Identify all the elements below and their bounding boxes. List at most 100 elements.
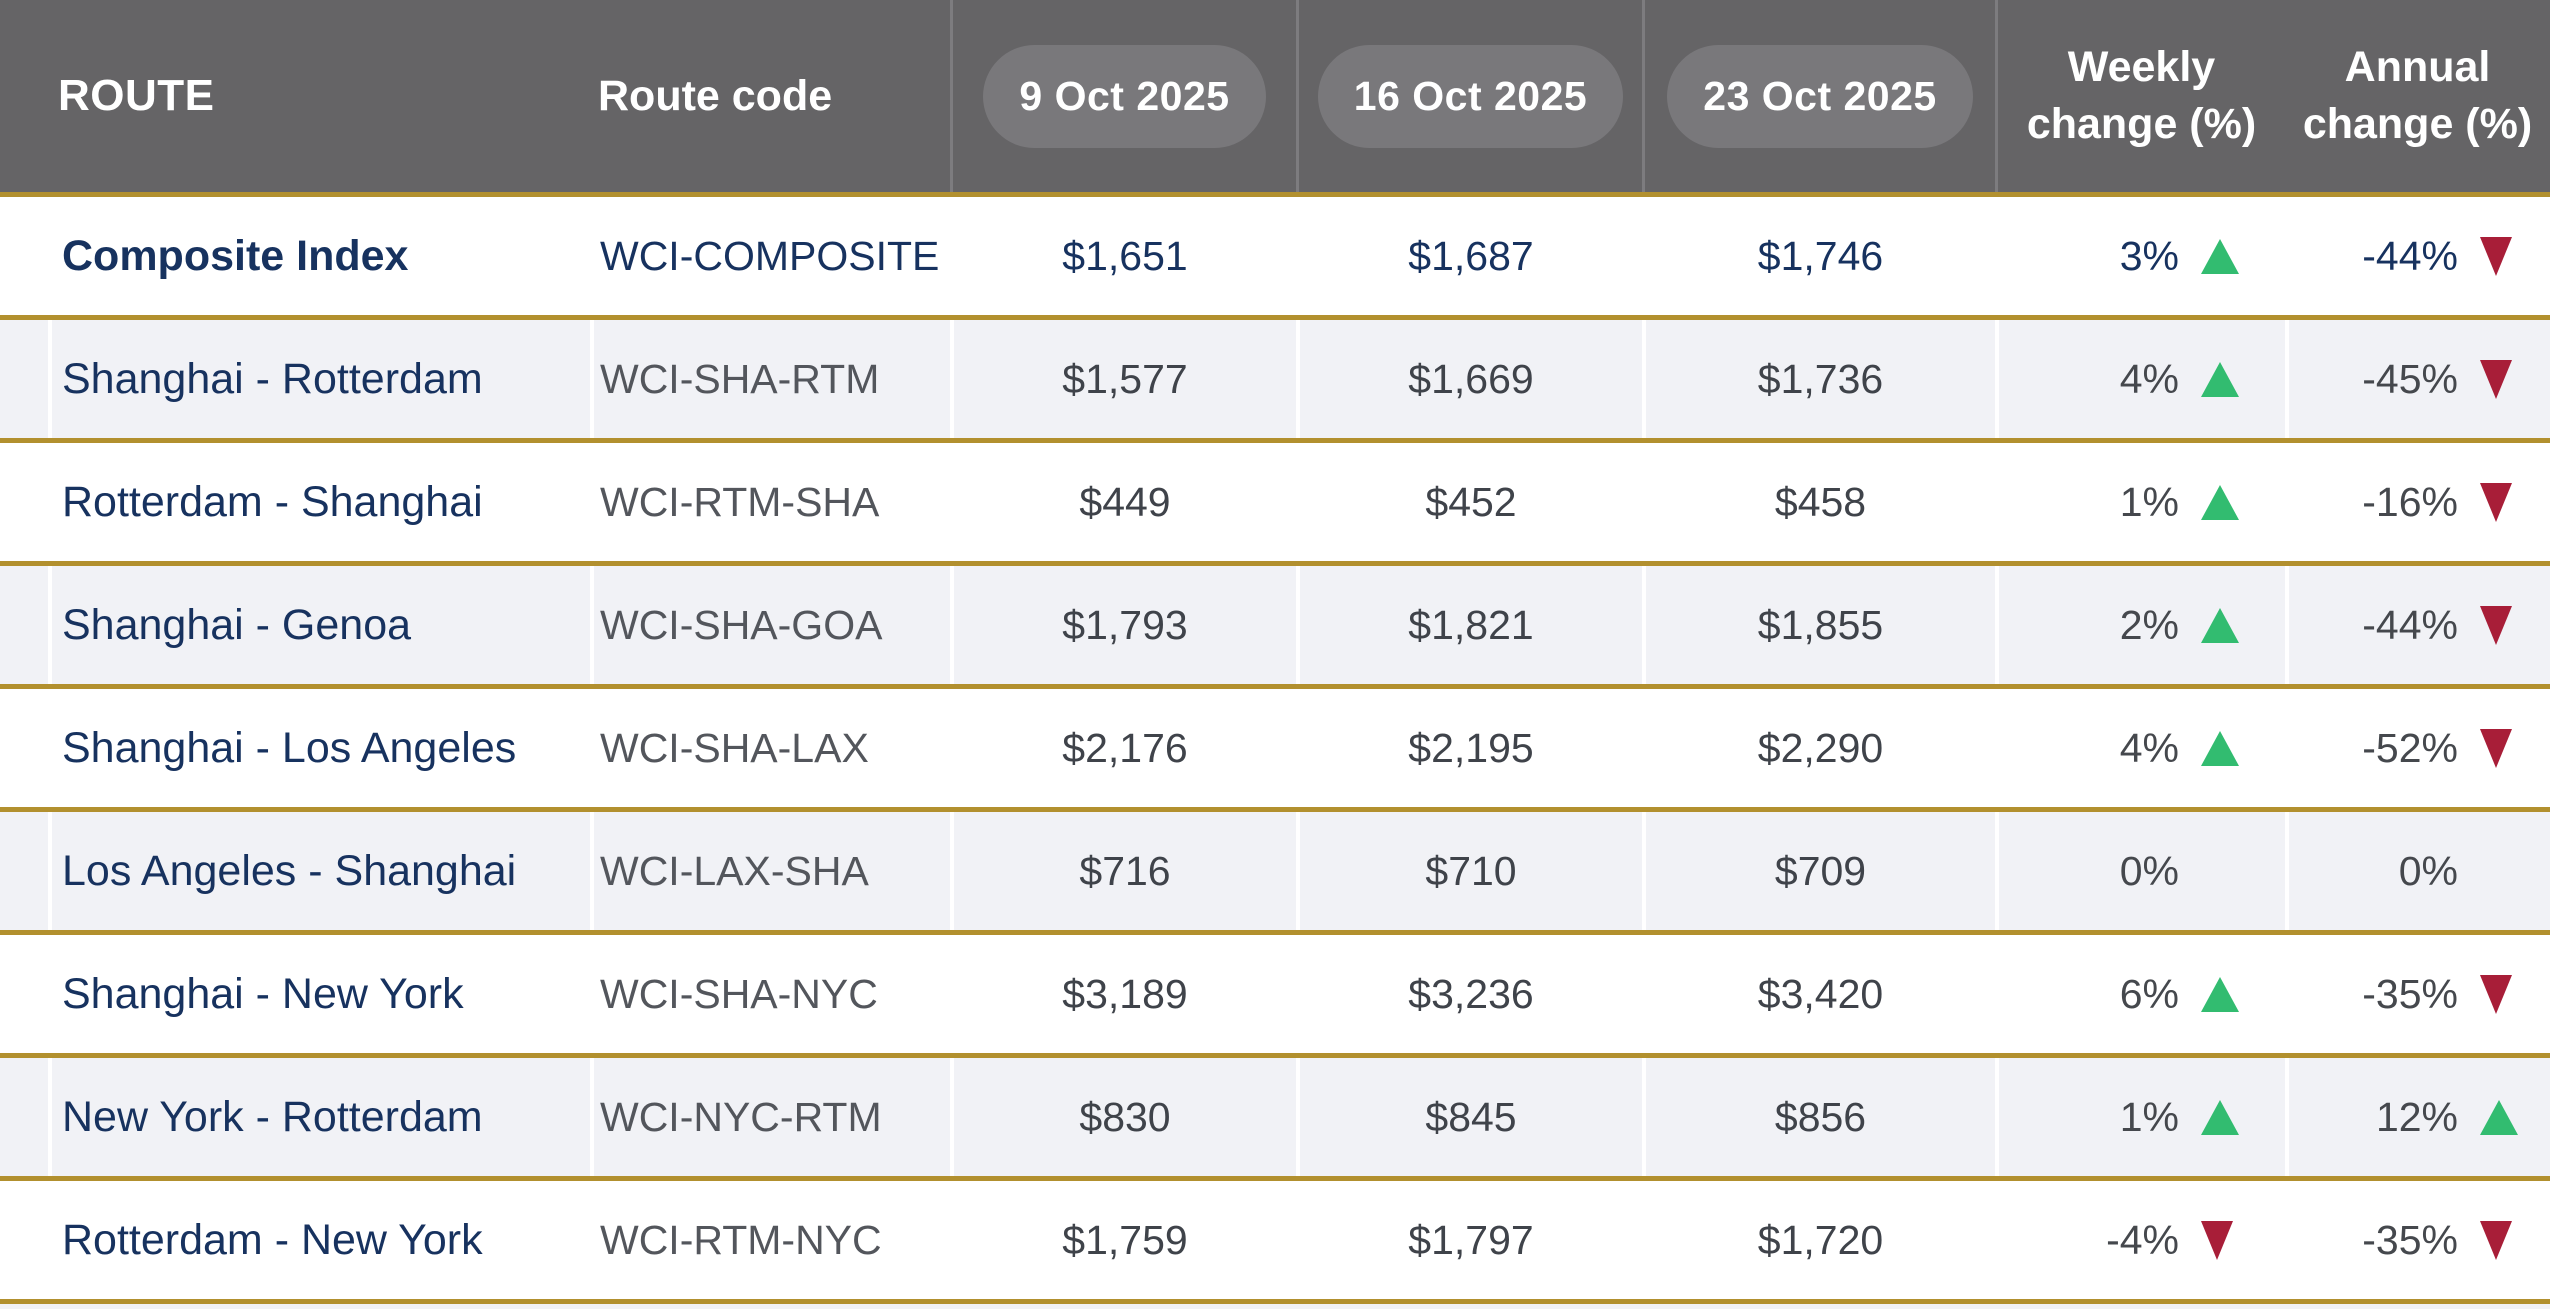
header-annual-label: Annual change (%) [2302, 43, 2533, 148]
header-route-code: Route code [598, 71, 833, 120]
annual-change-cell: -44% [2285, 197, 2550, 315]
annual-trend-slot [2480, 236, 2526, 276]
weekly-change-value: 3% [2119, 232, 2179, 279]
price-16-oct: $1,669 [1296, 320, 1642, 438]
route-name: Los Angeles - Shanghai [48, 812, 590, 930]
row-spacer [0, 443, 48, 561]
route-name: Shanghai - Genoa [48, 566, 590, 684]
price-16-oct: $845 [1296, 1058, 1642, 1176]
weekly-change-value: 1% [2119, 478, 2179, 525]
header-weekly-change: Weekly change (%) [1995, 0, 2285, 192]
price-16-oct: $1,797 [1296, 1181, 1642, 1299]
date-pill: 9 Oct 2025 [983, 44, 1266, 148]
annual-trend-slot [2480, 359, 2526, 399]
up-triangle-icon [2201, 607, 2239, 643]
weekly-change-value: 2% [2119, 601, 2179, 648]
annual-change-value: 12% [2375, 1093, 2458, 1140]
weekly-trend-slot [2201, 484, 2247, 520]
row-spacer [0, 197, 48, 315]
down-triangle-icon [2480, 974, 2512, 1014]
up-triangle-icon [2201, 238, 2239, 274]
table-row: Shanghai - Rotterdam WCI-SHA-RTM $1,577 … [0, 315, 2550, 438]
price-23-oct: $3,420 [1642, 935, 1995, 1053]
table-row: Rotterdam - New York WCI-RTM-NYC $1,759 … [0, 1176, 2550, 1299]
weekly-change-value: 0% [2119, 847, 2179, 894]
weekly-trend-slot [2201, 607, 2247, 643]
weekly-change-value: 1% [2119, 1093, 2179, 1140]
weekly-trend-slot [2201, 361, 2247, 397]
annual-change-value: -52% [2362, 724, 2458, 771]
header-weekly-label: Weekly change (%) [2026, 43, 2257, 148]
weekly-trend-slot [2201, 730, 2247, 766]
price-9-oct: $830 [950, 1058, 1296, 1176]
table-header-row: ROUTE Route code 9 Oct 2025 16 Oct 2025 … [0, 0, 2550, 192]
date-pill: 23 Oct 2025 [1667, 44, 1973, 148]
table-row: Rotterdam - Shanghai WCI-RTM-SHA $449 $4… [0, 438, 2550, 561]
header-route: ROUTE [58, 71, 215, 120]
price-9-oct: $716 [950, 812, 1296, 930]
header-date-2: 16 Oct 2025 [1296, 0, 1642, 192]
price-9-oct: $1,651 [950, 197, 1296, 315]
route-name: Shanghai - New York [48, 935, 590, 1053]
price-9-oct: $1,793 [950, 566, 1296, 684]
weekly-change-cell: 6% [1995, 935, 2285, 1053]
table-row: Shanghai - Genoa WCI-SHA-GOA $1,793 $1,8… [0, 561, 2550, 684]
down-triangle-icon [2480, 605, 2512, 645]
annual-change-value: -44% [2362, 232, 2458, 279]
up-triangle-icon [2201, 1099, 2239, 1135]
header-annual-change: Annual change (%) [2285, 0, 2550, 192]
price-23-oct: $1,746 [1642, 197, 1995, 315]
route-name: Composite Index [48, 197, 590, 315]
row-spacer [0, 566, 48, 684]
annual-change-cell: -35% [2285, 935, 2550, 1053]
weekly-change-cell: 2% [1995, 566, 2285, 684]
down-triangle-icon [2480, 359, 2512, 399]
annual-change-cell: -45% [2285, 320, 2550, 438]
route-code: WCI-SHA-LAX [590, 689, 950, 807]
route-name: Shanghai - Los Angeles [48, 689, 590, 807]
route-code: WCI-COMPOSITE [590, 197, 950, 315]
row-spacer [0, 689, 48, 807]
weekly-trend-slot [2201, 1220, 2247, 1260]
route-name: Shanghai - Rotterdam [48, 320, 590, 438]
route-code: WCI-RTM-NYC [590, 1181, 950, 1299]
annual-change-cell: 0% [2285, 812, 2550, 930]
weekly-change-cell: 4% [1995, 320, 2285, 438]
price-23-oct: $2,290 [1642, 689, 1995, 807]
price-23-oct: $1,720 [1642, 1181, 1995, 1299]
route-name: Rotterdam - New York [48, 1181, 590, 1299]
price-16-oct: $710 [1296, 812, 1642, 930]
row-spacer [0, 1058, 48, 1176]
weekly-change-cell: 1% [1995, 1058, 2285, 1176]
annual-trend-slot [2480, 1220, 2526, 1260]
partial-next-row [0, 1299, 2550, 1309]
price-9-oct: $3,189 [950, 935, 1296, 1053]
weekly-change-value: 6% [2119, 970, 2179, 1017]
annual-trend-slot [2480, 605, 2526, 645]
weekly-change-cell: -4% [1995, 1181, 2285, 1299]
price-9-oct: $449 [950, 443, 1296, 561]
route-code: WCI-SHA-GOA [590, 566, 950, 684]
route-code: WCI-LAX-SHA [590, 812, 950, 930]
annual-change-value: -35% [2362, 1216, 2458, 1263]
price-9-oct: $2,176 [950, 689, 1296, 807]
annual-trend-slot [2480, 1099, 2526, 1135]
price-23-oct: $458 [1642, 443, 1995, 561]
header-date-1: 9 Oct 2025 [950, 0, 1296, 192]
route-code: WCI-SHA-RTM [590, 320, 950, 438]
annual-change-value: -35% [2362, 970, 2458, 1017]
down-triangle-icon [2480, 728, 2512, 768]
header-date-3: 23 Oct 2025 [1642, 0, 1995, 192]
weekly-change-cell: 3% [1995, 197, 2285, 315]
up-triangle-icon [2201, 730, 2239, 766]
route-code: WCI-NYC-RTM [590, 1058, 950, 1176]
annual-change-cell: -52% [2285, 689, 2550, 807]
price-16-oct: $1,687 [1296, 197, 1642, 315]
annual-trend-slot [2480, 728, 2526, 768]
annual-change-cell: -44% [2285, 566, 2550, 684]
table-row: Los Angeles - Shanghai WCI-LAX-SHA $716 … [0, 807, 2550, 930]
price-9-oct: $1,577 [950, 320, 1296, 438]
down-triangle-icon [2480, 482, 2512, 522]
route-code: WCI-RTM-SHA [590, 443, 950, 561]
